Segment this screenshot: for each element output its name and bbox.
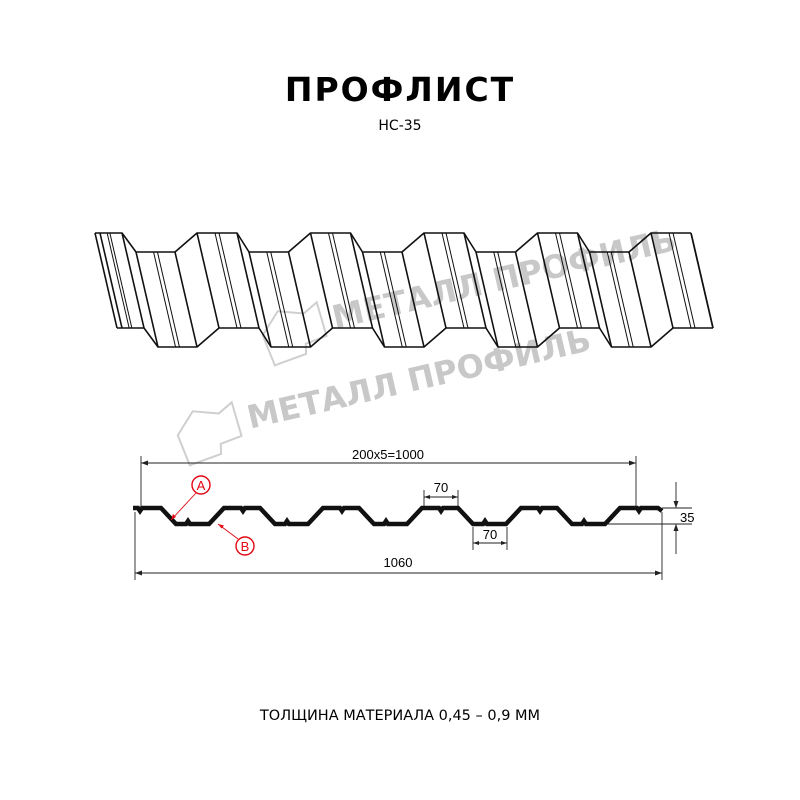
sheet-rib-line xyxy=(214,232,238,329)
sheet-rib-line xyxy=(383,251,407,348)
sheet-fold-line xyxy=(401,251,425,348)
sheet-fold-line xyxy=(361,251,386,348)
sheet-fold-line xyxy=(514,251,539,348)
sheet-fold-line xyxy=(121,232,145,329)
sheet-edge-line xyxy=(99,232,123,329)
sheet-rib-line xyxy=(266,251,290,348)
watermark-text: МЕТАЛЛ ПРОФИЛЬ xyxy=(243,320,594,436)
sheet-fold-line xyxy=(94,232,118,329)
sheet-fold-line xyxy=(349,232,374,329)
callout-a-label: A xyxy=(197,478,206,493)
sheet-rib-line xyxy=(332,232,355,329)
sheet-rib-line xyxy=(218,232,242,329)
callout-a-arrow xyxy=(171,514,176,520)
sheet-3d-view xyxy=(94,232,714,348)
sheet-fold-line xyxy=(475,251,499,348)
sheet-fold-line xyxy=(690,232,714,329)
material-thickness: ТОЛЩИНА МАТЕРИАЛА 0,45 – 0,9 ММ xyxy=(259,708,541,724)
dim-pitch-total: 200x5=1000 xyxy=(352,447,424,462)
sheet-rib-line xyxy=(379,251,403,348)
sheet-rib-line xyxy=(106,232,130,329)
sheet-fold-line xyxy=(463,232,487,329)
dim-total-width: 1060 xyxy=(384,555,413,570)
sheet-rib-line xyxy=(610,251,634,348)
sheet-rib-line xyxy=(672,232,696,329)
sheet-rib-line xyxy=(270,251,294,348)
dimension-lines xyxy=(134,456,692,580)
sheet-fold-line xyxy=(287,251,312,348)
sheet-rib-line xyxy=(109,232,133,329)
dim-height: 35 xyxy=(680,510,694,525)
sheet-top-edge xyxy=(95,232,691,253)
sheet-bottom-edge xyxy=(117,327,713,348)
watermark-bottom: МЕТАЛЛ ПРОФИЛЬ xyxy=(176,320,594,467)
sheet-fold-line xyxy=(135,251,159,348)
sheet-rib-line xyxy=(156,251,180,348)
sheet-fold-line xyxy=(236,232,260,329)
sheet-fold-line xyxy=(309,232,334,329)
sheet-fold-line xyxy=(576,232,601,329)
sheet-rib-line xyxy=(606,251,630,348)
sheet-fold-line xyxy=(174,251,198,348)
sheet-fold-line xyxy=(536,232,561,329)
sheet-rib-line xyxy=(555,232,578,329)
sheet-fold-line xyxy=(588,251,613,348)
sheet-rib-line xyxy=(328,232,351,329)
dim-bottom-flat: 70 xyxy=(483,527,497,542)
callout-b-label: B xyxy=(241,539,250,554)
sheet-rib-line xyxy=(441,232,465,329)
sheet-fold-line xyxy=(628,251,652,348)
sheet-rib-line xyxy=(493,251,517,348)
sheet-rib-line xyxy=(668,232,692,329)
sheet-rib-line xyxy=(445,232,469,329)
sheet-rib-line xyxy=(559,232,582,329)
sheet-fold-line xyxy=(248,251,272,348)
section-profile xyxy=(133,505,664,527)
sheet-fold-line xyxy=(650,232,674,329)
page-title: ПРОФЛИСТ xyxy=(284,70,516,109)
callout-a xyxy=(170,475,211,521)
callout-b-arrow xyxy=(218,524,224,529)
sheet-rib-line xyxy=(497,251,521,348)
model-subtitle: НС-35 xyxy=(378,118,422,134)
sheet-fold-line xyxy=(196,232,220,329)
sheet-fold-line xyxy=(423,232,447,329)
sheet-rib-line xyxy=(153,251,177,348)
dim-top-flat: 70 xyxy=(434,480,448,495)
dimension-arrows xyxy=(135,460,679,576)
